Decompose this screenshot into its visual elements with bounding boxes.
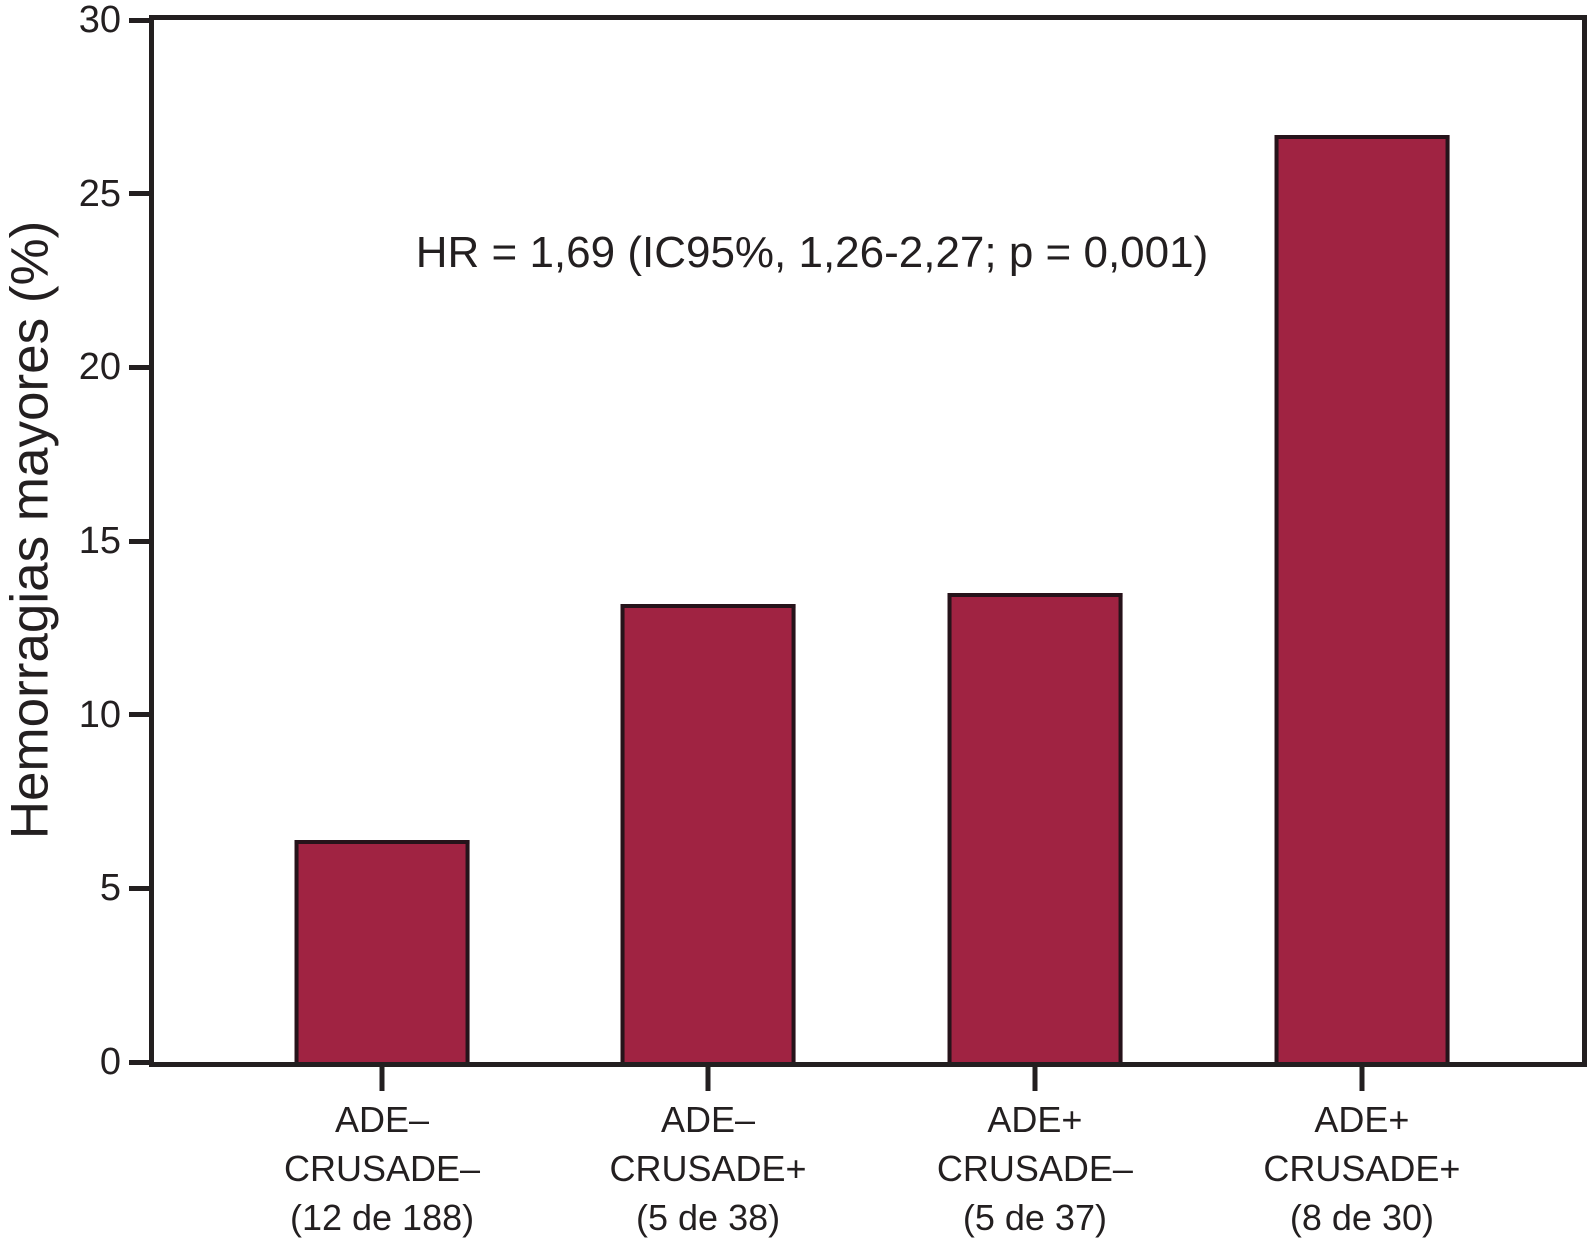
y-axis-tick	[129, 538, 149, 544]
y-axis-tick	[129, 712, 149, 718]
bar-adeneg-crusadepos	[620, 603, 796, 1062]
y-axis-tick-label: 20	[78, 346, 121, 389]
y-axis-tick	[129, 17, 149, 23]
category-label-line: CRUSADE–	[936, 1148, 1133, 1189]
category-label-line: CRUSADE+	[609, 1148, 807, 1189]
x-axis-tick	[379, 1067, 385, 1091]
category-label-line: ADE–	[661, 1099, 756, 1140]
category-label-line: ADE+	[1314, 1099, 1410, 1140]
category-label-line: (5 de 37)	[962, 1197, 1107, 1238]
y-axis-tick	[129, 1059, 149, 1065]
y-axis-tick-label: 5	[99, 867, 121, 910]
category-label: ADE+ CRUSADE+ (8 de 30)	[1263, 1095, 1460, 1242]
category-label: ADE+ CRUSADE– (5 de 37)	[937, 1095, 1133, 1242]
y-axis-tick	[129, 885, 149, 891]
y-axis-tick-label: 25	[78, 172, 121, 215]
y-axis-tick-label: 10	[78, 693, 121, 736]
x-axis-tick	[1359, 1067, 1365, 1091]
category-label-line: CRUSADE–	[284, 1148, 481, 1189]
bar-adeneg-crusadeneg	[294, 839, 470, 1062]
bar-adepos-crusadeneg	[947, 593, 1123, 1062]
x-axis-tick	[1032, 1067, 1038, 1091]
bar-adepos-crusadepos	[1274, 134, 1450, 1062]
category-label-line: (5 de 38)	[636, 1197, 781, 1238]
plot-area: HR = 1,69 (IC95%, 1,26-2,27; p = 0,001) …	[79, 1, 1587, 1091]
category-label-line: (12 de 188)	[289, 1197, 475, 1238]
x-axis-tick	[705, 1067, 711, 1091]
y-axis-tick-label: 30	[78, 0, 121, 41]
category-label: ADE– CRUSADE– (12 de 188)	[284, 1095, 480, 1242]
category-label-line: ADE–	[335, 1099, 430, 1140]
category-label-line: (8 de 30)	[1289, 1197, 1434, 1238]
category-label-line: ADE+	[987, 1099, 1083, 1140]
y-axis-tick	[129, 364, 149, 370]
y-axis-tick	[129, 191, 149, 197]
category-label-line: CRUSADE+	[1263, 1148, 1461, 1189]
y-axis-tick-label: 0	[99, 1041, 121, 1083]
category-label: ADE– CRUSADE+ (5 de 38)	[610, 1095, 807, 1242]
hr-annotation: HR = 1,69 (IC95%, 1,26-2,27; p = 0,001)	[415, 228, 1209, 277]
y-axis-tick-label: 15	[78, 520, 121, 562]
